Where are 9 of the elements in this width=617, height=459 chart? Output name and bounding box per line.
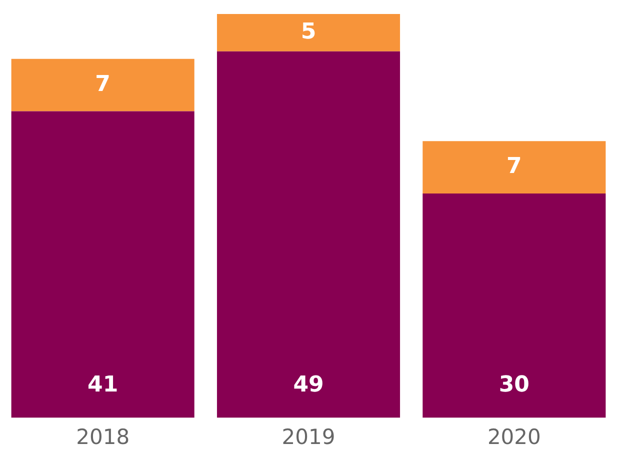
data-label: 49: [293, 372, 324, 398]
data-label: 5: [300, 19, 316, 44]
data-label: 7: [95, 72, 110, 97]
x-tick-label: 2018: [76, 424, 130, 449]
data-label: 7: [506, 154, 522, 180]
x-tick-label: 2020: [487, 424, 541, 449]
data-label: 30: [498, 372, 530, 398]
data-label: 41: [88, 372, 118, 398]
x-tick-label: 2019: [282, 424, 336, 449]
